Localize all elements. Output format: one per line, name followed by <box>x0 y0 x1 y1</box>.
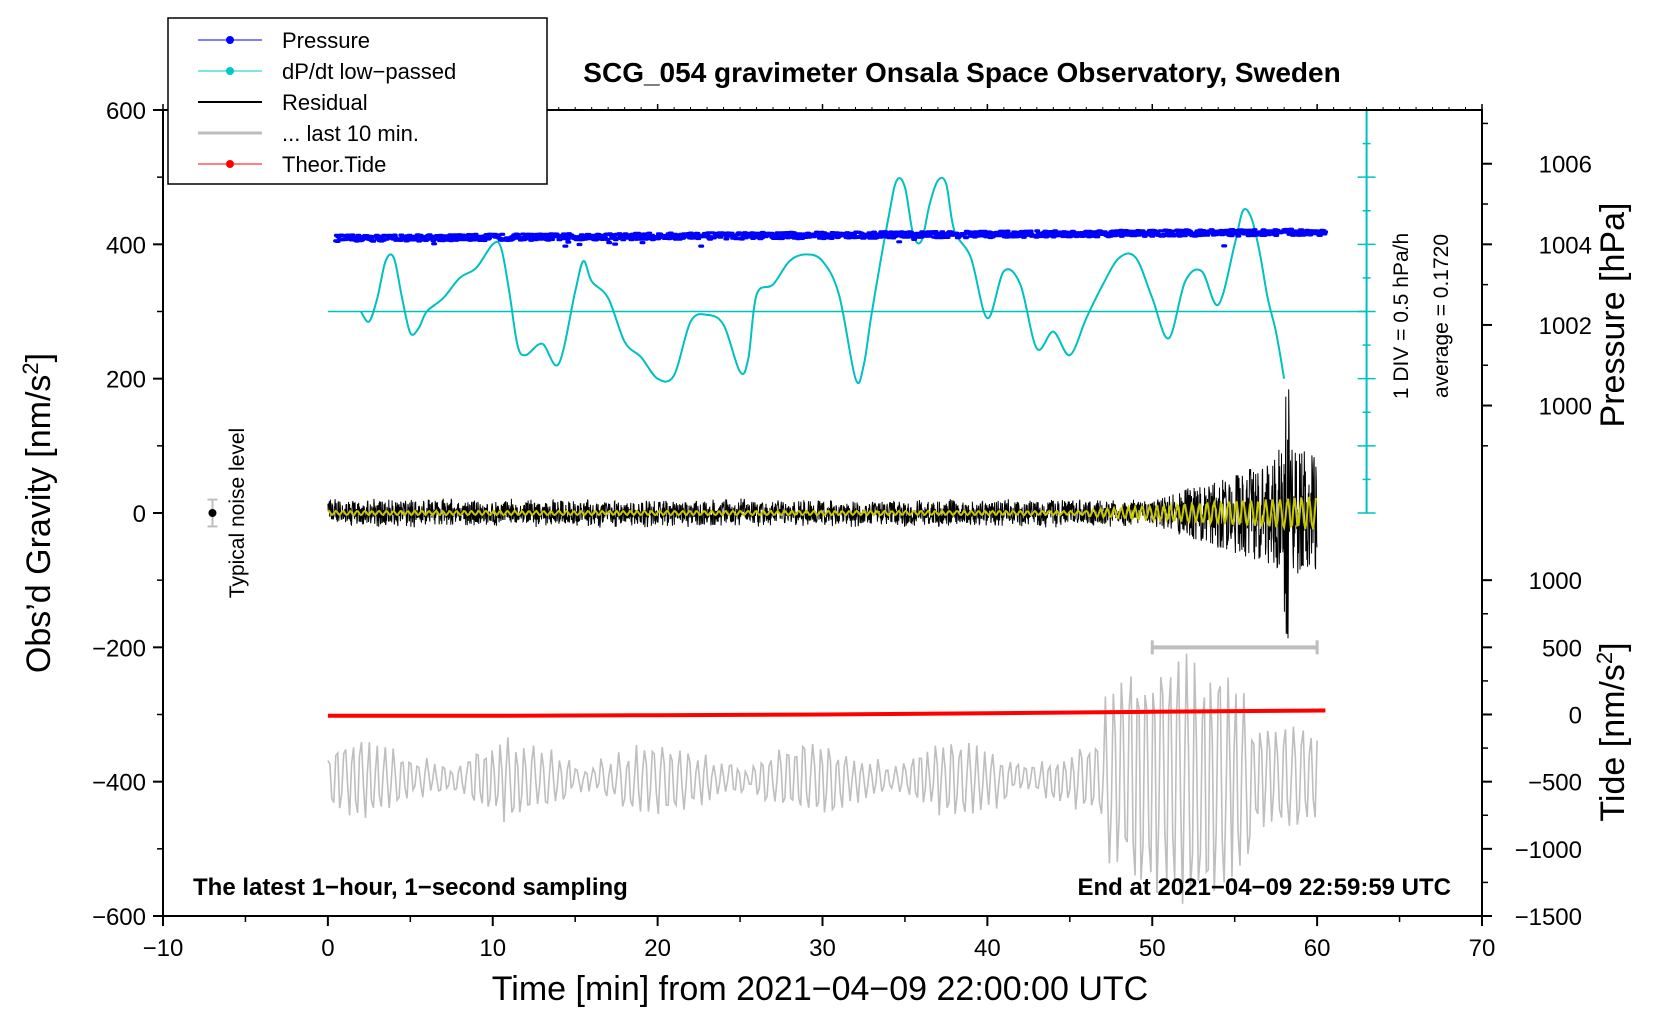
legend-label: Theor.Tide <box>282 152 386 177</box>
tide-tick-label: −1000 <box>1515 837 1582 864</box>
y-axis-label-left: Obs’d Gravity [nm/s2] <box>18 353 59 673</box>
y-tick-label: −600 <box>92 904 146 931</box>
y-axis-label-tide: Tide [nm/s2] <box>1592 642 1633 821</box>
last10min-series-line <box>327 653 1318 904</box>
x-axis-label: Time [min] from 2021−04−09 22:00:00 UTC <box>492 970 1148 1008</box>
x-tick-label: 20 <box>644 935 671 962</box>
pressure-tick-label: 1002 <box>1539 313 1592 340</box>
annotation-left: The latest 1−hour, 1−second sampling <box>193 874 628 901</box>
residual-lowpass-line <box>327 496 1318 532</box>
y-tick-label: 0 <box>133 501 146 528</box>
x-tick-label: 0 <box>321 935 334 962</box>
x-tick-label: 40 <box>974 935 1001 962</box>
x-tick-label: −10 <box>143 935 184 962</box>
theor-tide-series-line <box>327 708 1326 718</box>
chart-title: SCG_054 gravimeter Onsala Space Observat… <box>583 57 1340 88</box>
x-tick-label: 60 <box>1304 935 1331 962</box>
x-tick-label: 10 <box>479 935 506 962</box>
dpdt-average-label: average = 0.1720 <box>1430 234 1453 398</box>
y-tick-label: −400 <box>92 770 146 797</box>
annotation-right: End at 2021−04−09 22:59:59 UTC <box>1077 874 1451 901</box>
traces-layer <box>207 110 1376 904</box>
pressure-tick-label: 1004 <box>1539 232 1592 259</box>
legend-swatch-dot <box>226 160 234 168</box>
axes-layer: −10 0 10 20 30 40 50 60 70 −600 −400 −200 0 200 400 600… <box>92 98 1592 962</box>
legend-swatch-dot <box>226 36 234 44</box>
tide-tick-label: 1000 <box>1529 568 1582 595</box>
y-axis-label-pressure: Pressure [hPa] <box>1594 203 1632 428</box>
noise-label: Typical noise level <box>226 428 249 598</box>
y-tick-label: 200 <box>106 367 146 394</box>
tide-tick-label: 500 <box>1542 635 1582 662</box>
x-tick-label: 70 <box>1469 935 1496 962</box>
y-tick-label: 400 <box>106 232 146 259</box>
x-tick-label: 30 <box>809 935 836 962</box>
pressure-tick-label: 1000 <box>1539 394 1592 421</box>
legend-label: Residual <box>282 90 368 115</box>
pressure-series-dots <box>333 227 1329 248</box>
tide-tick-label: 0 <box>1569 703 1582 730</box>
dpdt-series-line <box>360 176 1286 385</box>
legend-label: dP/dt low−passed <box>282 59 456 84</box>
pressure-tick-label: 1006 <box>1539 152 1592 179</box>
tide-tick-label: −500 <box>1528 770 1582 797</box>
legend-label: Pressure <box>282 28 370 53</box>
y-tick-label: −200 <box>92 635 146 662</box>
legend-label: ... last 10 min. <box>282 121 419 146</box>
y-tick-label: 600 <box>106 98 146 125</box>
x-tick-label: 50 <box>1139 935 1166 962</box>
dpdt-div-label: 1 DIV = 0.5 hPa/h <box>1390 233 1413 399</box>
legend-swatch-dot <box>226 67 234 75</box>
legend: Pressure dP/dt low−passed Residual ... last… <box>167 17 548 185</box>
residual-series-line <box>327 389 1318 639</box>
tide-tick-label: −1500 <box>1515 904 1582 931</box>
noise-marker-dot <box>208 509 217 517</box>
